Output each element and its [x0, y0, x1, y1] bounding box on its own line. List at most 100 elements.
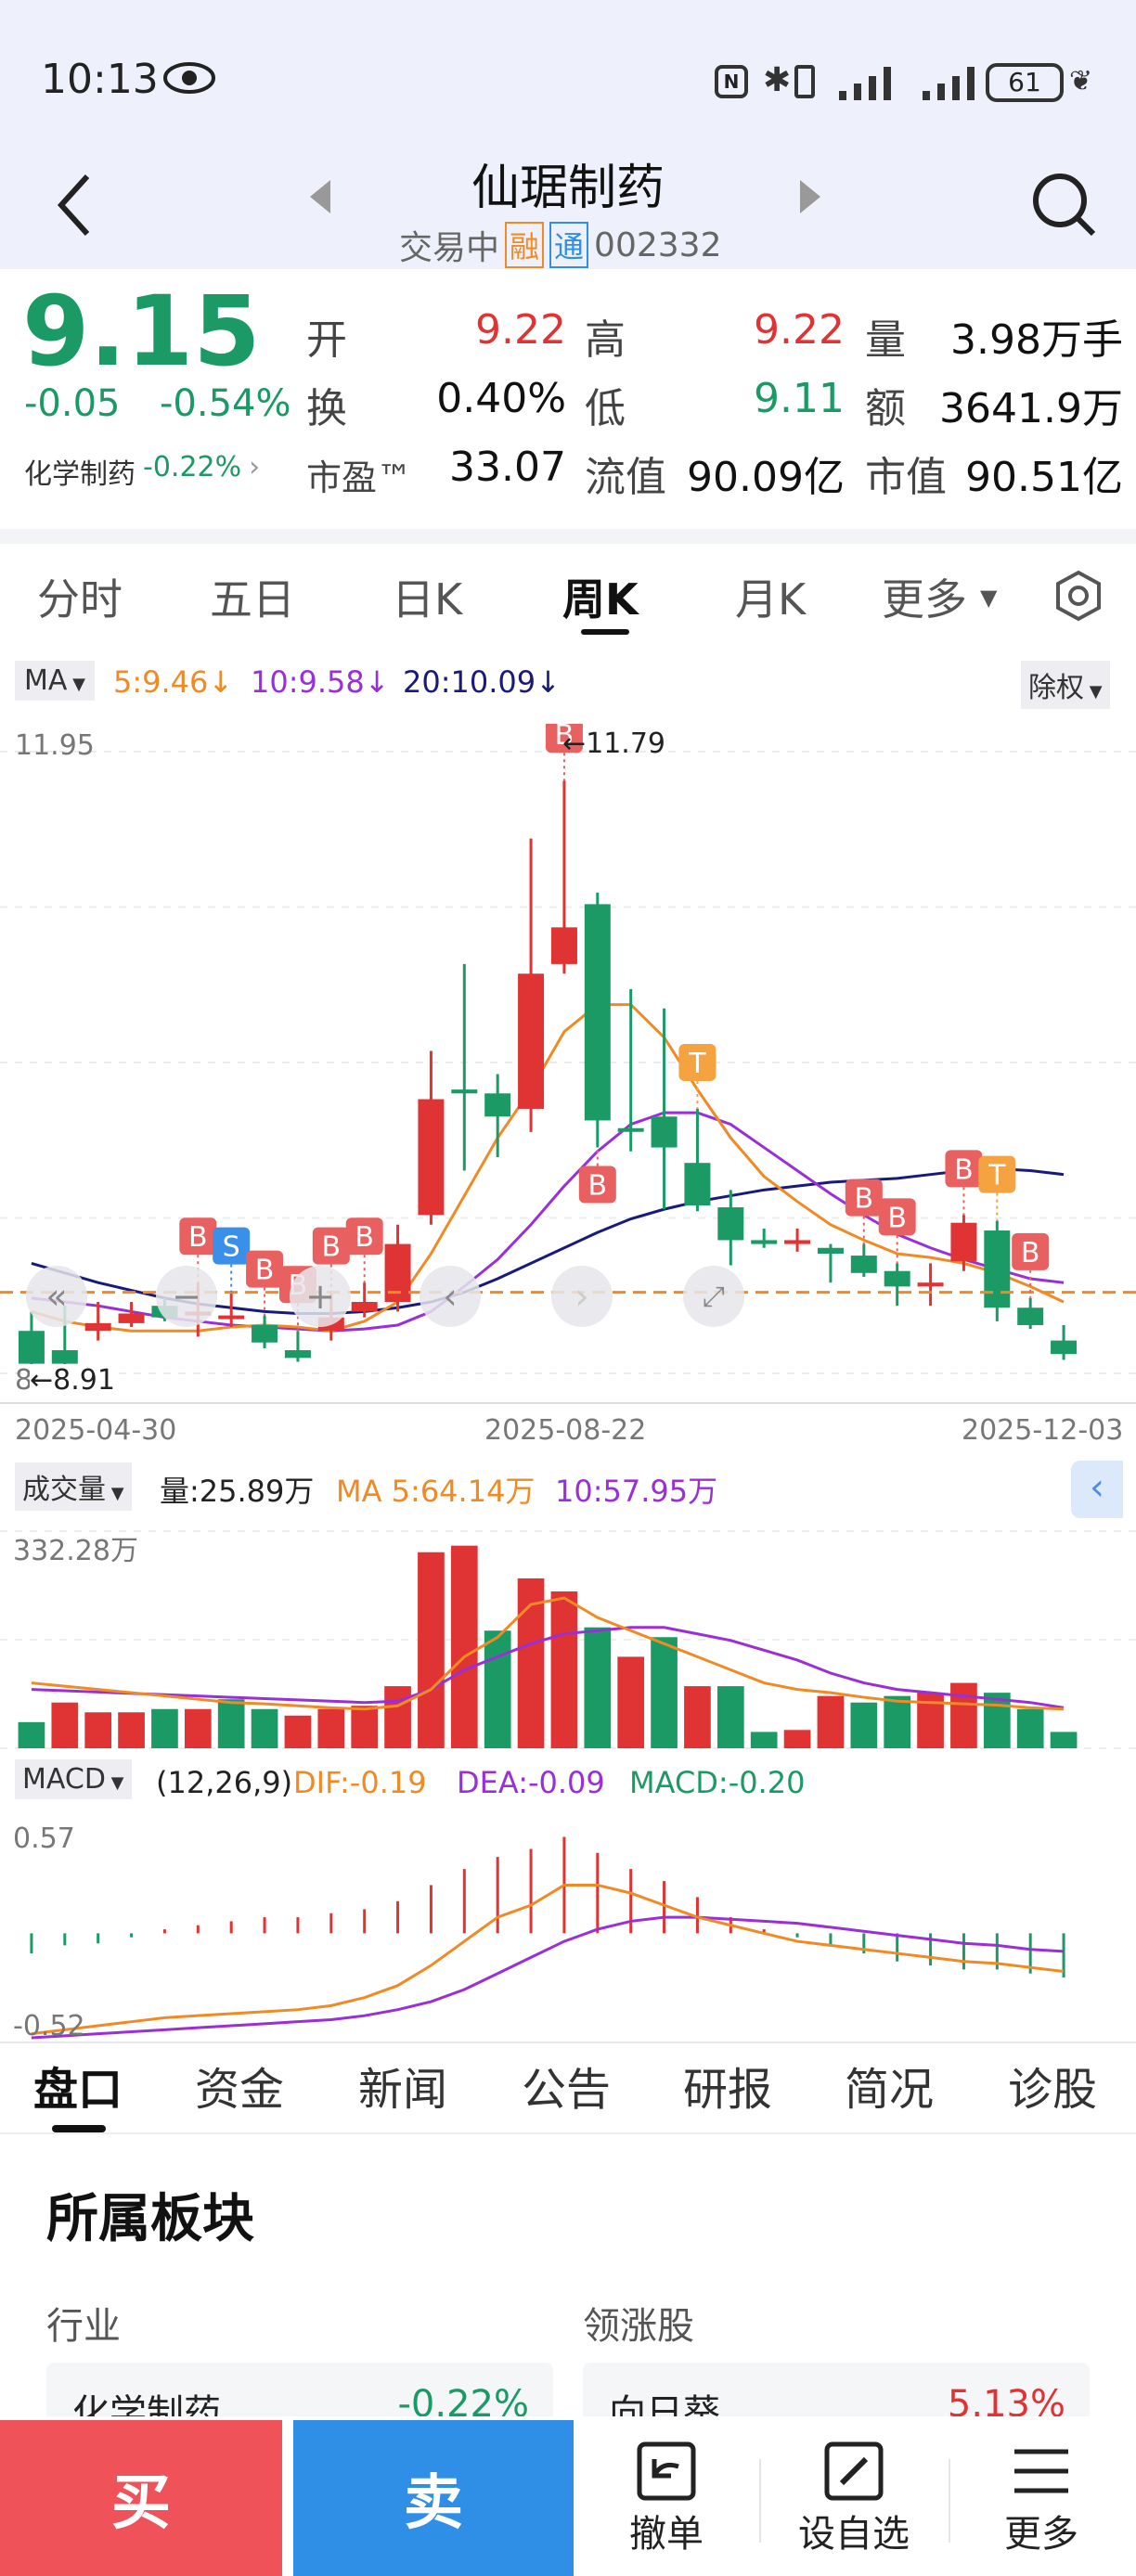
add-watchlist-label: 设自选 [798, 2513, 910, 2556]
sector-link[interactable]: 化学制药 -0.22% › [24, 451, 260, 492]
tab-daily-k[interactable]: 日K [392, 574, 463, 625]
divider [0, 529, 1136, 544]
search-icon[interactable] [1030, 171, 1097, 241]
back-button[interactable] [56, 173, 93, 241]
tab-announcements[interactable]: 公告 [522, 2064, 612, 2116]
macd-y-min: -0.52 [13, 2010, 85, 2042]
signal-badge [845, 1179, 883, 1217]
scroll-right-button[interactable]: › [551, 1266, 613, 1327]
zoom-in-button[interactable]: + [290, 1266, 351, 1327]
tab-weekly-k[interactable]: 周K [562, 574, 639, 625]
tab-diagnosis[interactable]: 诊股 [1008, 2064, 1098, 2116]
tab-profile[interactable]: 简况 [845, 2064, 935, 2116]
collapse-panel-button[interactable]: ‹ [1071, 1461, 1123, 1518]
sell-button[interactable]: 卖 [293, 2420, 574, 2576]
volume-ma10-line [31, 1626, 1065, 1709]
adjust-selector[interactable]: 除权 ▼ [1021, 661, 1110, 709]
macd-chart[interactable] [0, 1810, 1136, 2041]
add-watchlist-button[interactable]: 设自选 [770, 2420, 937, 2576]
candle-body [1017, 1307, 1044, 1325]
bottom-divider-1 [759, 2459, 761, 2543]
ma10-text: 10:9.58 [251, 664, 365, 700]
open-value: 9.22 [475, 306, 566, 354]
volume-bar [750, 1732, 778, 1748]
dropdown-icon: ▼ [980, 585, 998, 611]
candle-body [550, 927, 577, 964]
tab-intraday[interactable]: 分时 [37, 574, 123, 625]
margin-badge: 融 [505, 222, 545, 268]
y-max-label: 11.95 [15, 729, 95, 762]
tab-news[interactable]: 新闻 [358, 2064, 448, 2116]
amount-label: 额 [865, 385, 906, 432]
candle-body [252, 1324, 278, 1343]
signal-label: B [555, 724, 574, 752]
market-cap-label: 市值 [865, 454, 947, 501]
buy-button[interactable]: 买 [0, 2420, 282, 2576]
tab-order-book[interactable]: 盘口 [33, 2064, 123, 2116]
cancel-order-button[interactable]: 撤单 [585, 2420, 748, 2576]
fullscreen-button[interactable]: ⤢ [683, 1266, 744, 1327]
signal-badge [945, 1150, 983, 1188]
signal-label: T [988, 1160, 1006, 1192]
ma5-legend: 5:9.46↓ [113, 664, 234, 700]
dropdown-icon: ▼ [67, 675, 85, 694]
edit-icon [824, 2441, 884, 2501]
signal-badge [213, 1227, 251, 1265]
volume-bar [217, 1699, 245, 1748]
ma-selector-label: MA [24, 664, 68, 697]
battery-icon: 61 [986, 63, 1064, 102]
candle-body [84, 1322, 111, 1332]
macd-dif-line [31, 1883, 1065, 2036]
ma10-legend: 10:9.58↓ [251, 664, 390, 700]
volume-y-max: 332.28万 [13, 1535, 138, 1567]
next-stock-icon[interactable] [800, 180, 822, 217]
signal-icon-2 [919, 61, 986, 106]
zoom-out-button[interactable]: − [156, 1266, 217, 1327]
float-cap-value: 90.09亿 [687, 454, 845, 501]
candle-body [351, 1302, 378, 1312]
ma-selector[interactable]: MA ▼ [15, 661, 95, 701]
macd-selector[interactable]: MACD ▼ [15, 1759, 132, 1799]
macd-y-max: 0.57 [13, 1823, 75, 1855]
sector-pct: -0.22% [143, 451, 242, 483]
scroll-left-button[interactable]: ‹ [420, 1266, 481, 1327]
kline-chart[interactable]: BSBBBBBBTBBBTB [0, 724, 1136, 1410]
volume-bar [1016, 1708, 1044, 1748]
tab-monthly-k[interactable]: 月K [735, 574, 807, 625]
low-label: 低 [585, 385, 626, 432]
more-button[interactable]: 更多 [960, 2420, 1123, 2576]
settings-icon[interactable] [1052, 570, 1104, 625]
tab-research[interactable]: 研报 [683, 2064, 773, 2116]
last-price: 9.15 [22, 275, 261, 388]
undo-icon [637, 2441, 696, 2501]
tab-more[interactable]: 更多 [882, 574, 967, 625]
volume-bar [118, 1712, 145, 1748]
amount-value: 3641.9万 [939, 385, 1123, 432]
candle-body [284, 1350, 311, 1359]
volume-selector[interactable]: 成交量 ▼ [15, 1462, 132, 1511]
volume-bar [450, 1545, 478, 1748]
prev-stock-icon[interactable] [310, 180, 332, 217]
more-label: 更多 [1004, 2513, 1078, 2556]
page-title: 仙琚制药 [471, 161, 665, 216]
candle-body [884, 1270, 910, 1287]
candle-body [584, 904, 611, 1121]
volume-bar [284, 1715, 312, 1748]
sub-tab-bottom-border [0, 2132, 1136, 2134]
candle-body [51, 1350, 78, 1364]
tab-five-day[interactable]: 五日 [210, 574, 295, 625]
scroll-start-button[interactable]: « [26, 1266, 87, 1327]
industry-label: 行业 [46, 2305, 121, 2348]
volume-chart[interactable] [0, 1522, 1136, 1750]
tab-funds[interactable]: 资金 [195, 2064, 285, 2116]
signal-label: B [855, 1183, 874, 1216]
macd-dea: DEA:-0.09 [457, 1765, 605, 1800]
macd-value: MACD:-0.20 [629, 1765, 806, 1800]
dropdown-icon: ▼ [106, 1484, 124, 1503]
volume-bar [684, 1686, 711, 1748]
signal-badge [179, 1217, 217, 1256]
signal-icon-1 [835, 61, 902, 106]
volume-bar [184, 1708, 212, 1748]
leader-label: 领涨股 [583, 2305, 694, 2348]
candle-body [817, 1247, 844, 1254]
